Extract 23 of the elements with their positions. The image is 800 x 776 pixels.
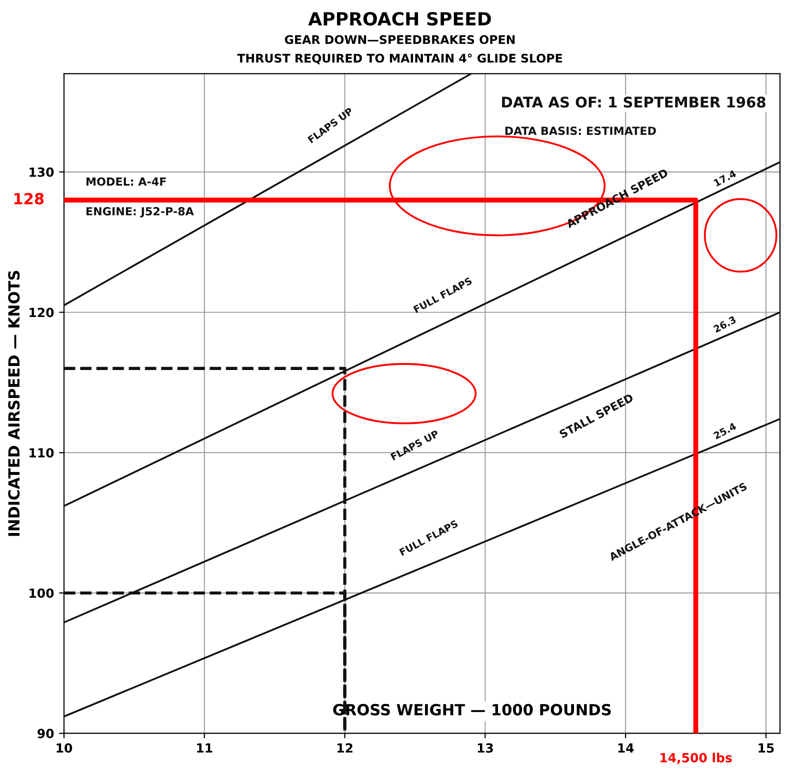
y-tick-label: 110 (30, 448, 54, 458)
y-tick-label: 90 (38, 728, 54, 738)
annotation: 17.4 (713, 170, 737, 187)
annotation: 14,500 lbs (660, 752, 732, 764)
annotation: 128 (14, 192, 44, 204)
annotation: MODEL: A-4F (86, 177, 166, 186)
x-tick-label: 14 (618, 743, 634, 753)
annotation: DATA AS OF: 1 SEPTEMBER 1968 (502, 96, 766, 108)
chart-title: APPROACH SPEED (308, 12, 491, 26)
x-tick-label: 10 (56, 743, 72, 753)
x-tick-label: 11 (197, 743, 212, 753)
y-tick-label: 130 (30, 167, 54, 177)
x-tick-label: 15 (758, 743, 774, 753)
x-tick-label: 13 (478, 743, 493, 753)
y-tick-label: 100 (30, 588, 54, 598)
annotation: DATA BASIS: ESTIMATED (505, 126, 656, 135)
annotation: 26.3 (713, 316, 736, 333)
chart-subtitle: GEAR DOWN—SPEEDBRAKES OPEN THRUST REQUIRED TO MAINTAIN 4° GLIDE SLOPE (237, 35, 562, 64)
y-axis-title: INDICATED AIRSPEED — KNOTS (8, 270, 20, 536)
y-tick-label: 120 (30, 308, 54, 318)
x-tick-label: 12 (337, 743, 352, 753)
annotation: 25.4 (713, 422, 737, 440)
annotation: ENGINE: J52-P-8A (86, 207, 194, 218)
